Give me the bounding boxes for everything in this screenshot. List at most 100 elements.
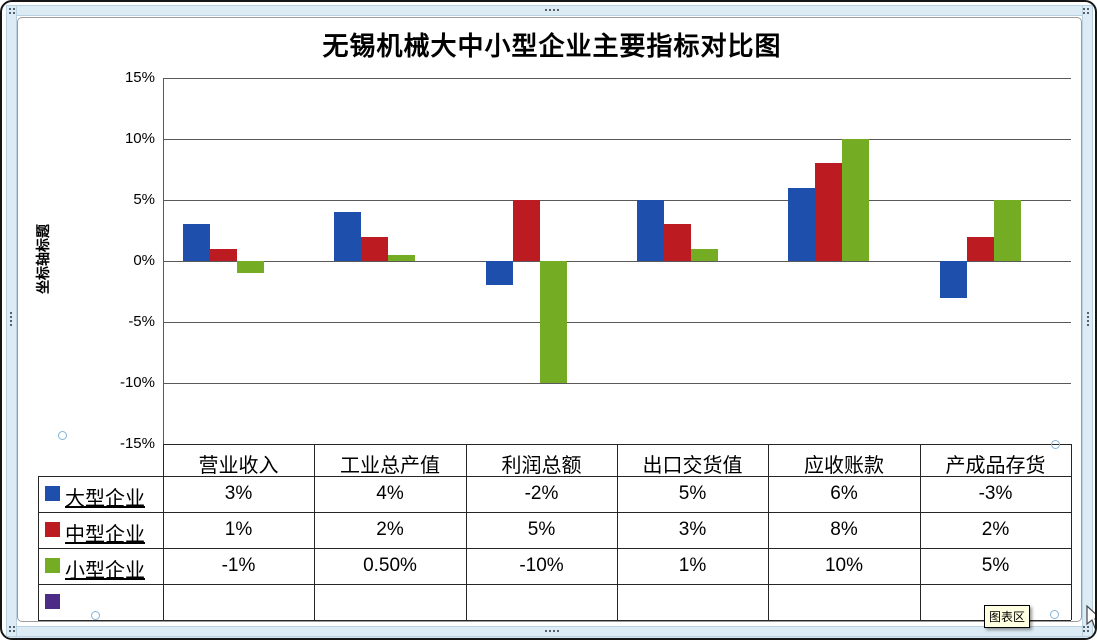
table-header-出口交货值: 出口交货值 [642, 455, 743, 477]
grip-dot [545, 630, 547, 632]
table-border-v [617, 444, 618, 620]
grip-dot [9, 8, 11, 10]
chart-area-tooltip: 图表区 [984, 605, 1031, 628]
table-border-v [466, 444, 467, 620]
table-border-v [38, 476, 39, 620]
grip-dot [1083, 8, 1085, 10]
gridline [163, 200, 1071, 201]
legend-key-empty[interactable] [45, 594, 60, 609]
grip-dot [553, 630, 555, 632]
grip-dot [13, 630, 15, 632]
bar-小型企业-营业收入[interactable] [237, 261, 264, 274]
grip-dot [1083, 12, 1085, 14]
grip-dot [10, 316, 12, 318]
grip-dot [557, 630, 559, 632]
grip-dot [10, 324, 12, 326]
legend-label[interactable]: 中型企业 [65, 524, 145, 546]
grip-dot [545, 9, 547, 11]
y-axis-tick: 5% [133, 191, 155, 208]
legend-label[interactable]: 小型企业 [65, 560, 145, 582]
legend-key-大型企业[interactable] [45, 486, 60, 501]
table-value: -3% [978, 483, 1013, 504]
bar-大型企业-工业总产值[interactable] [334, 212, 361, 261]
grip-dot [549, 630, 551, 632]
bar-中型企业-产成品存货[interactable] [967, 236, 994, 261]
y-axis-line [163, 78, 164, 444]
legend-key-小型企业[interactable] [45, 558, 60, 573]
table-header-产成品存货: 产成品存货 [945, 455, 1046, 477]
table-value: 2% [376, 519, 404, 540]
table-border-h [38, 620, 1071, 621]
table-value: 2% [981, 519, 1010, 540]
bar-中型企业-利润总额[interactable] [513, 200, 540, 261]
y-axis-tick: -15% [119, 435, 155, 452]
table-value: 0.50% [363, 555, 417, 576]
legend-label[interactable]: 大型企业 [65, 488, 145, 510]
bar-大型企业-应收账款[interactable] [788, 187, 815, 261]
y-axis-tick: -10% [119, 374, 155, 391]
table-value: 5% [981, 555, 1010, 576]
gridline [163, 322, 1071, 323]
bar-大型企业-出口交货值[interactable] [637, 200, 664, 261]
table-border-v [1071, 444, 1072, 620]
gridline [163, 383, 1071, 384]
table-value: 1% [224, 519, 253, 540]
mouse-cursor [1085, 602, 1095, 637]
table-border-v [920, 444, 921, 620]
bar-小型企业-工业总产值[interactable] [388, 254, 415, 261]
y-axis-title[interactable]: 坐标轴标题 [37, 224, 52, 294]
bar-大型企业-利润总额[interactable] [486, 261, 513, 286]
selection-handle-circle[interactable] [1049, 609, 1059, 619]
bar-中型企业-出口交货值[interactable] [664, 224, 691, 261]
bar-大型企业-营业收入[interactable] [183, 224, 210, 261]
grip-dot [1087, 12, 1089, 14]
legend-key-中型企业[interactable] [45, 522, 60, 537]
table-border-h [38, 476, 1071, 477]
table-value: 3% [224, 483, 253, 504]
selection-handle-circle[interactable] [57, 430, 67, 440]
gridline [163, 78, 1071, 79]
grip-dot [1087, 316, 1089, 318]
bar-小型企业-利润总额[interactable] [540, 261, 567, 383]
bar-小型企业-出口交货值[interactable] [691, 248, 718, 261]
table-header-工业总产值: 工业总产值 [340, 455, 440, 477]
grip-dot [1087, 312, 1089, 314]
bar-中型企业-营业收入[interactable] [210, 248, 237, 261]
gridline [163, 261, 1071, 262]
table-header-营业收入: 营业收入 [198, 455, 279, 477]
grip-dot [1087, 630, 1089, 632]
table-value: 6% [830, 483, 858, 504]
table-value: -10% [519, 555, 564, 576]
gridline [163, 139, 1071, 140]
grip-dot [1087, 324, 1089, 326]
grip-dot [13, 12, 15, 14]
bar-中型企业-工业总产值[interactable] [361, 236, 388, 261]
grip-dot [9, 626, 11, 628]
grip-dot [1087, 626, 1089, 628]
bar-小型企业-产成品存货[interactable] [994, 200, 1021, 261]
grip-dot [9, 12, 11, 14]
grip-dot [1083, 630, 1085, 632]
chart-area-border [17, 17, 1082, 622]
y-axis-tick: 10% [124, 130, 155, 147]
grip-dot [10, 320, 12, 322]
table-border-v [314, 444, 315, 620]
bar-小型企业-应收账款[interactable] [842, 139, 869, 261]
y-axis-tick: -5% [128, 313, 155, 330]
selection-handle-circle[interactable] [1050, 439, 1060, 449]
grip-dot [553, 9, 555, 11]
table-value: 8% [830, 519, 858, 540]
grip-dot [1083, 626, 1085, 628]
y-axis-tick: 0% [133, 252, 155, 269]
bar-中型企业-应收账款[interactable] [815, 163, 842, 261]
table-border-h [38, 512, 1071, 513]
chart-title[interactable]: 无锡机械大中小型企业主要指标对比图 [322, 32, 782, 61]
grip-dot [549, 9, 551, 11]
selection-handle-circle[interactable] [90, 610, 100, 620]
grip-dot [13, 626, 15, 628]
table-value: 3% [678, 519, 707, 540]
table-value: 10% [824, 555, 864, 576]
grip-dot [10, 312, 12, 314]
bar-大型企业-产成品存货[interactable] [940, 261, 967, 298]
table-border-v [768, 444, 769, 620]
